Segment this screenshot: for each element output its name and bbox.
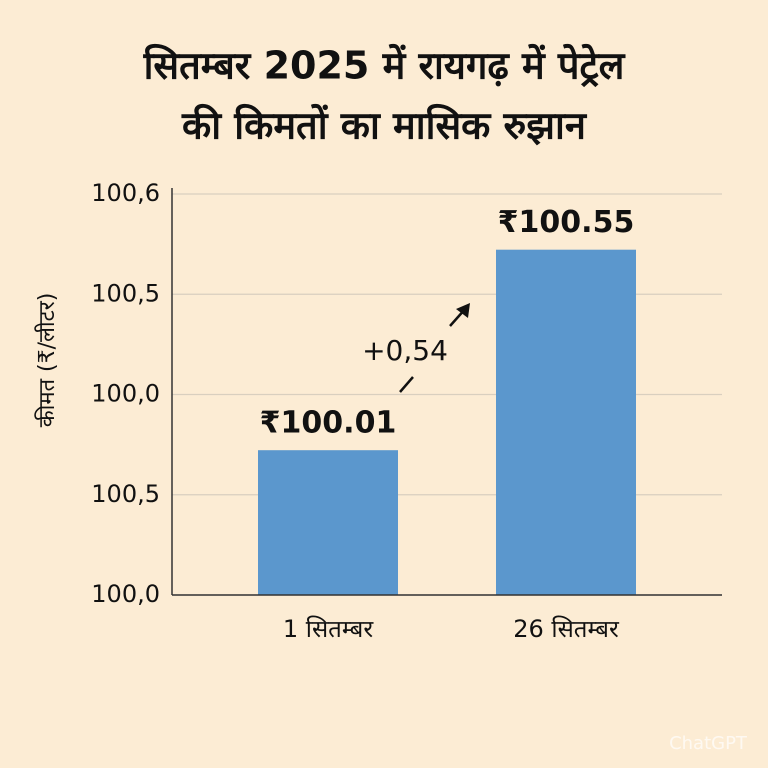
- y-tick-label: 100,5: [91, 279, 160, 307]
- x-tick-label: 26 सितम्बर: [513, 615, 620, 643]
- annotation: +0,54: [362, 334, 448, 367]
- watermark: ChatGPT: [669, 733, 748, 754]
- value-label: ₹100.01: [260, 406, 397, 441]
- y-tick-label: 100,5: [91, 480, 160, 508]
- value-label: ₹100.55: [498, 205, 635, 240]
- bar: [258, 450, 398, 595]
- bar: [496, 249, 636, 595]
- x-tick-label: 1 सितम्बर: [283, 615, 375, 643]
- y-tick-label: 100,0: [91, 380, 160, 408]
- chart-title: की किमतों का मासिक रुझान: [181, 104, 588, 148]
- arrow-head: [456, 303, 470, 318]
- y-axis-label: कीमत (₹/लीटर): [34, 293, 60, 428]
- y-tick-label: 100,0: [91, 580, 160, 608]
- y-tick-label: 100,6: [91, 179, 160, 207]
- chart-title: सितम्बर 2025 में रायगढ़ में पेट्रेल: [143, 44, 626, 88]
